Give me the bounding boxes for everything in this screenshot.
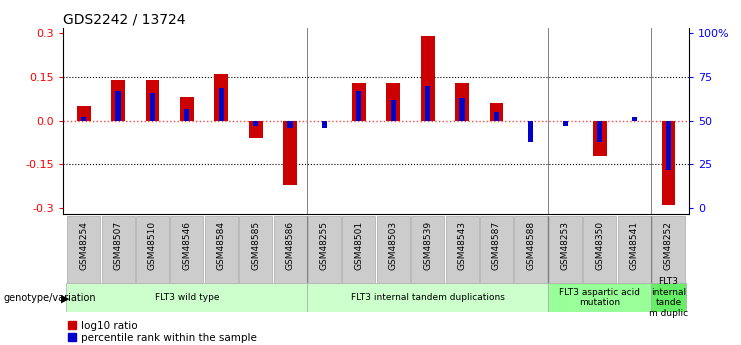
FancyBboxPatch shape [67, 284, 308, 312]
Bar [116, 91, 121, 121]
FancyBboxPatch shape [67, 216, 100, 285]
FancyBboxPatch shape [239, 216, 272, 285]
Bar [352, 83, 366, 121]
Bar [528, 121, 534, 142]
FancyBboxPatch shape [308, 216, 341, 285]
Text: GSM48543: GSM48543 [457, 221, 467, 270]
FancyBboxPatch shape [376, 216, 410, 285]
Text: genotype/variation: genotype/variation [4, 294, 96, 303]
Bar [77, 106, 90, 121]
Text: GSM48588: GSM48588 [526, 221, 536, 270]
FancyBboxPatch shape [445, 216, 479, 285]
Bar [150, 93, 155, 121]
Text: FLT3 aspartic acid
mutation: FLT3 aspartic acid mutation [559, 288, 640, 307]
Text: GSM48584: GSM48584 [216, 221, 226, 270]
Bar [283, 121, 297, 185]
FancyBboxPatch shape [583, 216, 617, 285]
FancyBboxPatch shape [617, 216, 651, 285]
FancyBboxPatch shape [411, 216, 444, 285]
Bar [322, 121, 327, 128]
FancyBboxPatch shape [273, 216, 307, 285]
Text: GSM48507: GSM48507 [113, 221, 122, 270]
Text: GSM48587: GSM48587 [492, 221, 501, 270]
Bar [356, 91, 362, 121]
Bar [180, 97, 193, 121]
Bar [386, 83, 400, 121]
FancyBboxPatch shape [548, 284, 651, 312]
Text: GSM48503: GSM48503 [389, 221, 398, 270]
Bar [494, 112, 499, 121]
Bar [666, 121, 671, 170]
Text: FLT3 internal tandem duplications: FLT3 internal tandem duplications [350, 293, 505, 302]
Bar [391, 100, 396, 121]
Bar [455, 83, 469, 121]
FancyBboxPatch shape [651, 284, 685, 312]
FancyBboxPatch shape [102, 216, 135, 285]
Bar [145, 80, 159, 121]
Bar [111, 80, 125, 121]
Bar [81, 117, 86, 121]
Text: GSM48510: GSM48510 [148, 221, 157, 270]
Text: GSM48254: GSM48254 [79, 221, 88, 270]
Text: FLT3
internal
tande
m duplic: FLT3 internal tande m duplic [649, 277, 688, 318]
Bar [421, 36, 434, 121]
Text: FLT3 wild type: FLT3 wild type [155, 293, 219, 302]
Text: ▶: ▶ [61, 294, 69, 303]
Text: GSM48255: GSM48255 [320, 221, 329, 270]
FancyBboxPatch shape [308, 284, 548, 312]
Text: GSM48586: GSM48586 [285, 221, 295, 270]
Text: GSM48541: GSM48541 [630, 221, 639, 270]
FancyBboxPatch shape [136, 216, 169, 285]
Text: GSM48539: GSM48539 [423, 221, 432, 270]
FancyBboxPatch shape [514, 216, 548, 285]
Legend: log10 ratio, percentile rank within the sample: log10 ratio, percentile rank within the … [68, 321, 256, 343]
Text: GDS2242 / 13724: GDS2242 / 13724 [63, 12, 185, 27]
Bar [490, 103, 503, 121]
FancyBboxPatch shape [549, 216, 582, 285]
Bar [597, 121, 602, 142]
Bar [662, 121, 675, 205]
Text: GSM48501: GSM48501 [354, 221, 363, 270]
Bar [214, 74, 228, 121]
Bar [593, 121, 607, 156]
Text: GSM48585: GSM48585 [251, 221, 260, 270]
FancyBboxPatch shape [170, 216, 203, 285]
Bar [249, 121, 262, 138]
Bar [562, 121, 568, 126]
Bar [425, 86, 431, 121]
Bar [631, 117, 637, 121]
Text: GSM48350: GSM48350 [595, 221, 604, 270]
Text: GSM48252: GSM48252 [664, 221, 673, 270]
FancyBboxPatch shape [480, 216, 513, 285]
Bar [219, 88, 224, 121]
FancyBboxPatch shape [342, 216, 376, 285]
FancyBboxPatch shape [205, 216, 238, 285]
Bar [459, 98, 465, 121]
FancyBboxPatch shape [652, 216, 685, 285]
Bar [185, 109, 190, 121]
Bar [288, 121, 293, 128]
Bar [253, 121, 258, 126]
Text: GSM48253: GSM48253 [561, 221, 570, 270]
Text: GSM48546: GSM48546 [182, 221, 191, 270]
